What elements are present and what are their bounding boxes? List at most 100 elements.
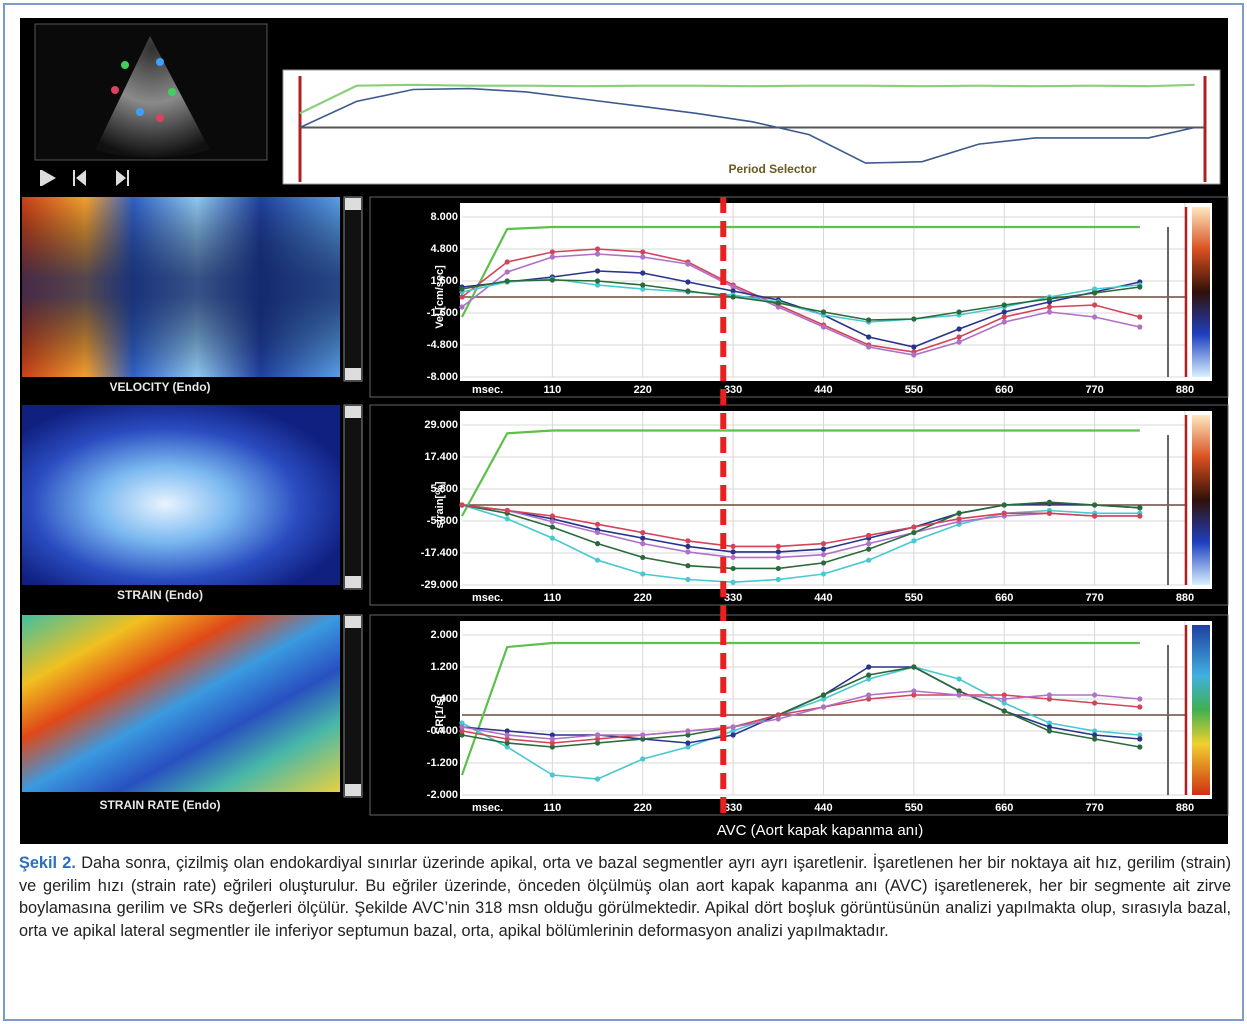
data-point — [1047, 296, 1052, 301]
data-point — [866, 672, 871, 677]
x-tick-label: 330 — [724, 384, 742, 396]
data-point — [731, 732, 736, 737]
data-point — [595, 776, 600, 781]
data-point — [1092, 736, 1097, 741]
data-point — [776, 544, 781, 549]
data-point — [459, 502, 464, 507]
data-point — [1047, 511, 1052, 516]
x-tick-label: 880 — [1176, 384, 1194, 396]
x-tick-label: 770 — [1085, 592, 1103, 604]
data-point — [685, 261, 690, 266]
x-tick-label: 770 — [1085, 384, 1103, 396]
header-time: 0829 ms. — [470, 203, 516, 215]
strain-map — [22, 405, 340, 585]
data-point — [956, 326, 961, 331]
data-point — [685, 288, 690, 293]
data-point — [731, 549, 736, 554]
data-point — [731, 580, 736, 585]
data-point — [1137, 324, 1142, 329]
caption: Şekil 2. Daha sonra, çizilmiş olan endok… — [19, 852, 1231, 942]
data-point — [1047, 692, 1052, 697]
data-point — [1092, 302, 1097, 307]
x-axis-label: msec. — [472, 592, 503, 604]
avc-label: AVC (Aort kapak kapanma anı) — [717, 822, 923, 839]
data-point — [640, 756, 645, 761]
data-point — [685, 544, 690, 549]
x-tick-label: 660 — [995, 802, 1013, 814]
data-point — [505, 732, 510, 737]
data-point — [866, 533, 871, 538]
y-tick-label: -17.400 — [421, 547, 458, 559]
data-point — [1137, 314, 1142, 319]
color-bar — [1192, 415, 1210, 585]
data-point — [956, 309, 961, 314]
map-label: VELOCITY (Endo) — [109, 380, 210, 394]
velocity-map-shade — [22, 197, 340, 377]
data-point — [956, 516, 961, 521]
y-tick-label: -1.200 — [427, 757, 458, 769]
caption-label: Şekil 2. — [19, 854, 76, 872]
y-tick-label: 2.000 — [430, 629, 458, 641]
data-point — [776, 716, 781, 721]
data-point — [640, 571, 645, 576]
data-point — [731, 555, 736, 560]
y-tick-label: -4.800 — [427, 339, 458, 351]
data-point — [1137, 284, 1142, 289]
y-tick-label: 1.200 — [430, 661, 458, 673]
data-point — [550, 519, 555, 524]
data-point — [640, 541, 645, 546]
data-point — [505, 508, 510, 513]
x-tick-label: 110 — [544, 592, 562, 604]
data-point — [1137, 704, 1142, 709]
x-tick-label: 660 — [995, 592, 1013, 604]
x-tick-label: 880 — [1176, 802, 1194, 814]
data-point — [595, 732, 600, 737]
data-point — [866, 344, 871, 349]
y-tick-label: 17.400 — [424, 451, 458, 463]
data-point — [685, 279, 690, 284]
data-point — [1047, 304, 1052, 309]
caption-text: Daha sonra, çizilmiş olan endokardiyal s… — [19, 854, 1231, 940]
x-tick-label: 330 — [724, 802, 742, 814]
data-point — [956, 676, 961, 681]
data-point — [505, 278, 510, 283]
data-point — [685, 728, 690, 733]
data-point — [550, 277, 555, 282]
data-point — [1002, 696, 1007, 701]
header-var: [var. +/- 1.666] — [745, 411, 818, 423]
x-tick-label: 440 — [814, 802, 832, 814]
y-axis-label: strain[%] — [434, 481, 446, 528]
data-point — [640, 249, 645, 254]
data-point — [911, 664, 916, 669]
data-point — [550, 249, 555, 254]
data-point — [731, 566, 736, 571]
data-point — [1002, 302, 1007, 307]
x-tick-label: 440 — [814, 592, 832, 604]
color-bar — [1192, 207, 1210, 377]
data-point — [685, 549, 690, 554]
x-tick-label: 440 — [814, 384, 832, 396]
data-point — [1047, 728, 1052, 733]
data-point — [550, 736, 555, 741]
data-point — [550, 772, 555, 777]
data-point — [1002, 708, 1007, 713]
data-point — [640, 732, 645, 737]
map-label: STRAIN RATE (Endo) — [99, 798, 220, 812]
map-label: STRAIN (Endo) — [117, 588, 203, 602]
data-point — [911, 688, 916, 693]
data-point — [1137, 505, 1142, 510]
page: AVC (Aort kapak kapanma anı) Period Sele… — [0, 0, 1247, 1024]
strain-rate-map — [22, 615, 340, 792]
data-point — [550, 536, 555, 541]
data-point — [776, 549, 781, 554]
y-axis-label: SR[1/s] — [434, 696, 446, 734]
data-point — [505, 269, 510, 274]
data-point — [595, 278, 600, 283]
y-tick-label: -29.000 — [421, 579, 458, 591]
data-point — [1092, 513, 1097, 518]
plot-area — [460, 621, 1212, 799]
period-selector-title: Period Selector — [728, 162, 816, 176]
y-tick-label: 8.000 — [430, 211, 458, 223]
data-point — [821, 692, 826, 697]
scrollbars[interactable] — [344, 197, 362, 797]
